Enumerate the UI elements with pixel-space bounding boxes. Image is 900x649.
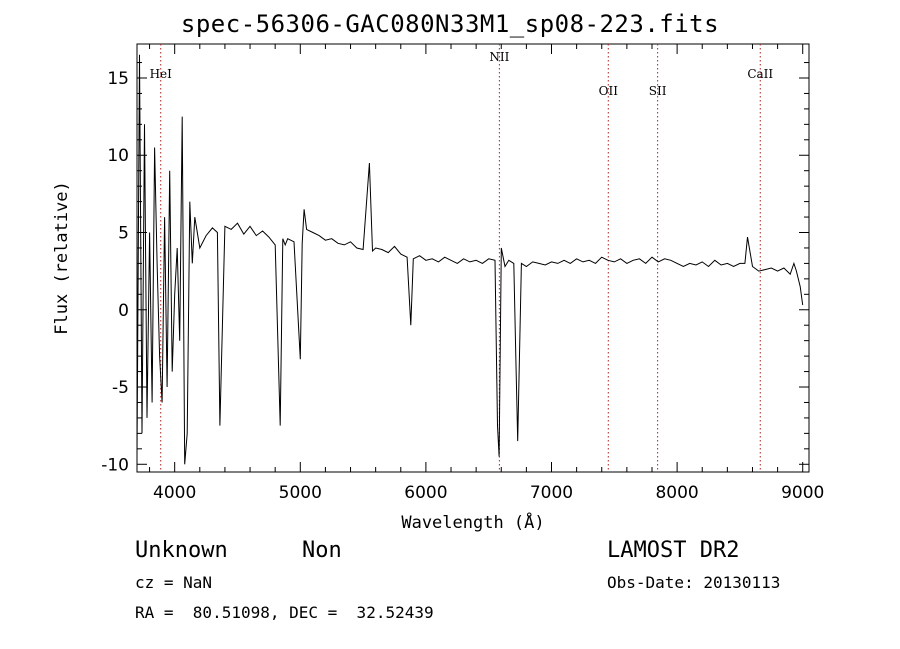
spectral-line-label: CaII [747,67,773,81]
subclass-label: Non [302,538,342,563]
spectral-line-label: OII [599,84,619,98]
y-tick-label: 15 [107,69,129,89]
x-tick-label: 7000 [530,483,573,503]
class-label: Unknown [135,538,228,563]
y-tick-label: -5 [112,378,129,398]
x-axis-label: Wavelength (Å) [401,511,544,533]
coordinates-label: RA = 80.51098, DEC = 32.52439 [135,603,434,622]
y-tick-label: 0 [118,301,129,321]
y-tick-label: 5 [118,224,129,244]
x-tick-label: 6000 [404,483,447,503]
survey-label: LAMOST DR2 [607,538,740,563]
y-axis-label: Flux (relative) [52,181,72,335]
spectral-line-label: SII [649,84,667,98]
x-tick-label: 4000 [153,483,196,503]
spectrum-line [136,54,804,465]
x-tick-label: 8000 [655,483,698,503]
spectral-line-label: NII [489,50,509,64]
y-tick-label: -10 [101,455,129,475]
plot-frame [136,43,810,473]
x-tick-label: 9000 [781,483,824,503]
obs-date-label: Obs-Date: 20130113 [607,573,781,592]
chart-title: spec-56306-GAC080N33M1_sp08-223.fits [180,10,720,38]
x-tick-label: 5000 [279,483,322,503]
spectral-line-label: HeI [150,67,173,81]
redshift-label: cz = NaN [135,573,213,592]
y-tick-label: 10 [107,146,129,166]
